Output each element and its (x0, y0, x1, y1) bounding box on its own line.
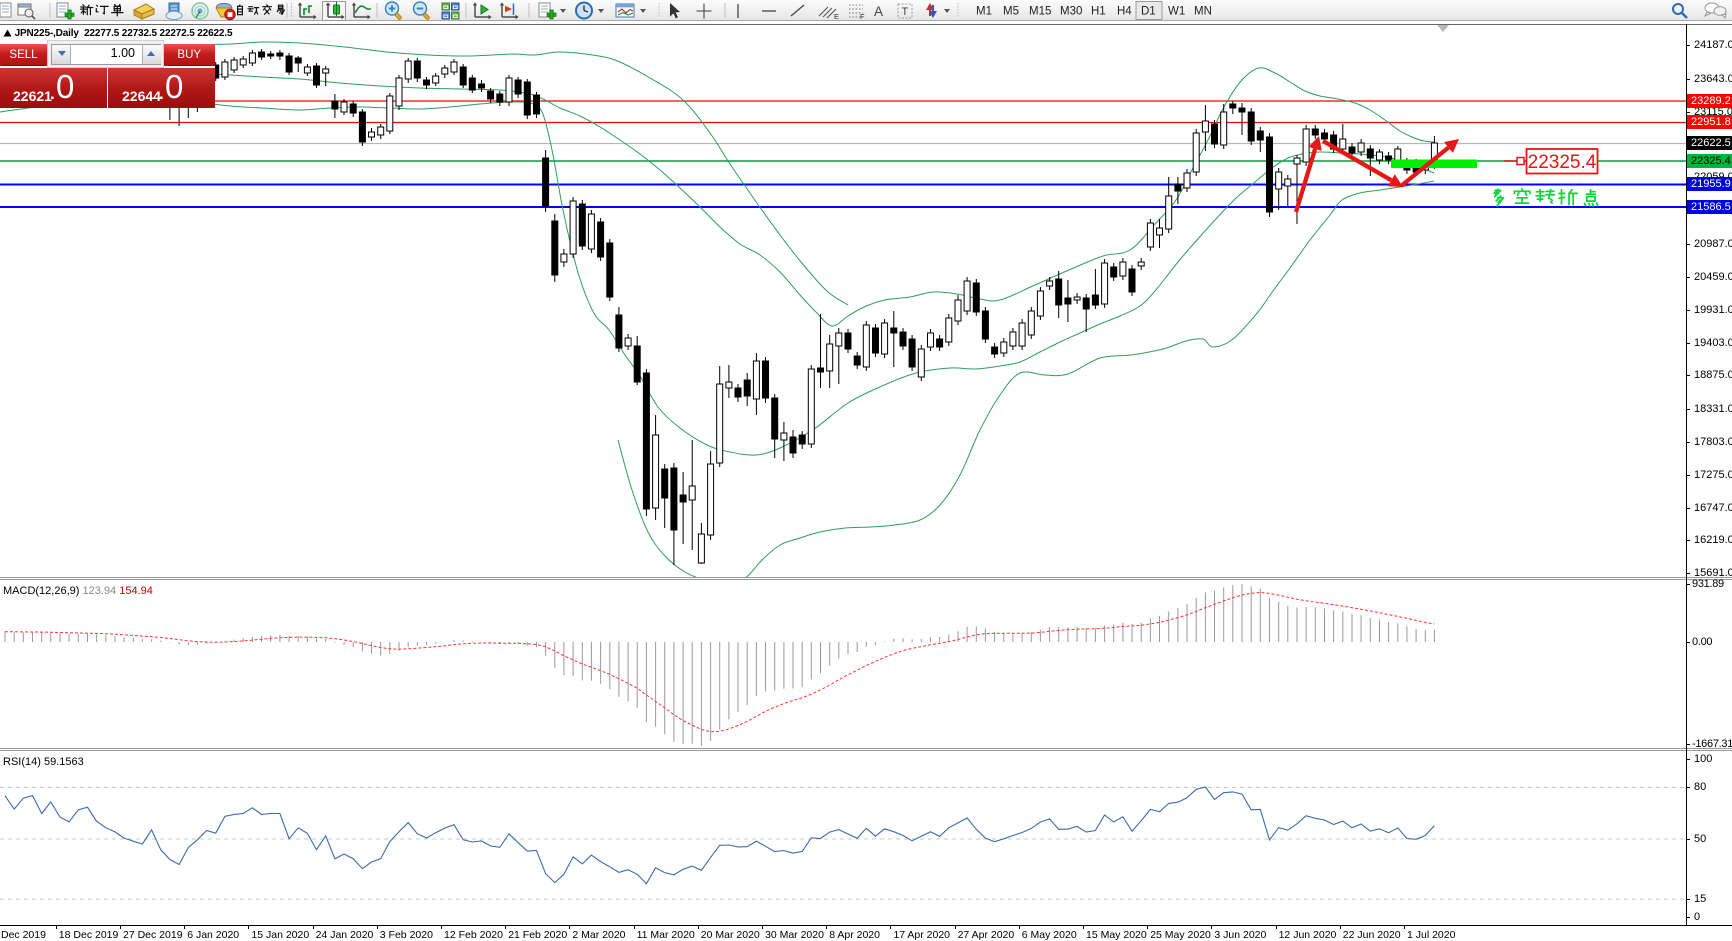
svg-text:D1: D1 (1141, 6, 1156, 18)
svg-text:H4: H4 (1117, 6, 1132, 18)
svg-text:MN: MN (1194, 6, 1212, 18)
svg-text:F: F (860, 12, 865, 21)
svg-text:T: T (902, 6, 909, 18)
svg-text:H1: H1 (1091, 6, 1106, 18)
svg-text:W1: W1 (1168, 6, 1185, 18)
svg-text:22325.4: 22325.4 (1528, 152, 1597, 173)
svg-text:M30: M30 (1060, 6, 1082, 18)
svg-text:M15: M15 (1029, 6, 1051, 18)
svg-text:E: E (834, 12, 839, 21)
svg-text:RSI(14) 59.1563: RSI(14) 59.1563 (3, 756, 84, 768)
svg-text:A: A (874, 4, 883, 19)
svg-text:M1: M1 (976, 6, 992, 18)
svg-text:M5: M5 (1003, 6, 1019, 18)
svg-text:MACD(12,26,9) 123.94 154.94: MACD(12,26,9) 123.94 154.94 (3, 585, 153, 597)
